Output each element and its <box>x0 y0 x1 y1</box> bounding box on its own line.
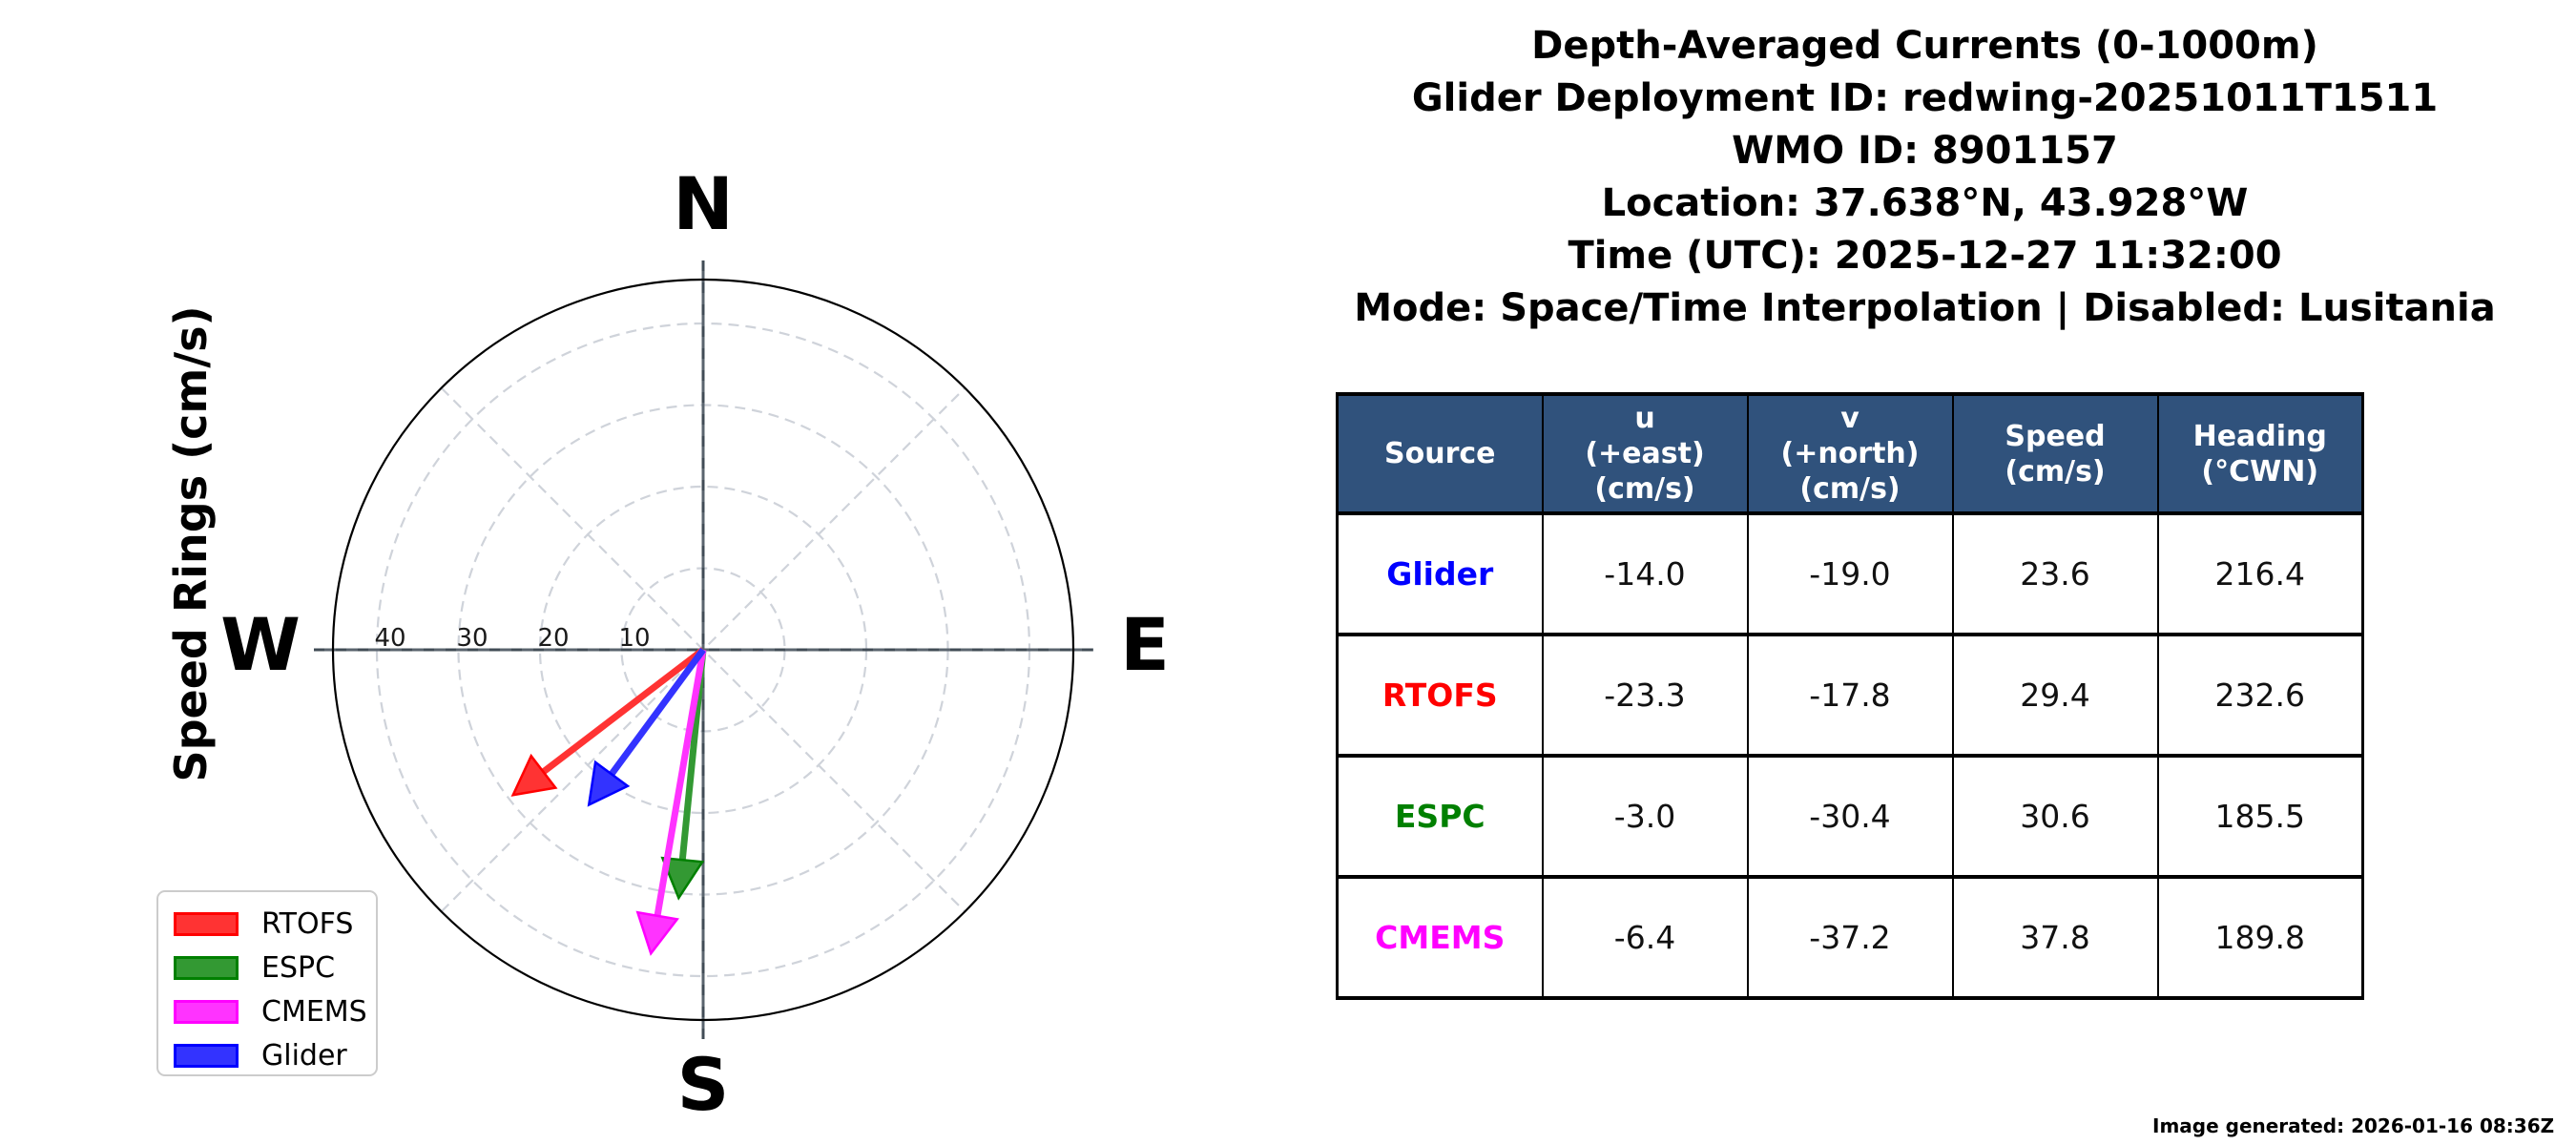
cardinal-label-east: E <box>1120 602 1170 687</box>
outer-boundary-circle <box>331 278 1075 1022</box>
currents-data-table: Source u (+east) (cm/s) v (+north) (cm/s… <box>1336 392 2364 1000</box>
wmo-id-line: WMO ID: 8901157 <box>1732 129 2118 173</box>
time-line: Time (UTC): 2025-12-27 11:32:00 <box>1568 234 2282 278</box>
table-row-glider: Glider -14.0 -19.0 23.6 216.4 <box>1336 511 2364 636</box>
cell-source: RTOFS <box>1336 633 1544 758</box>
table-row-rtofs: RTOFS -23.3 -17.8 29.4 232.6 <box>1336 633 2364 758</box>
vector-shaft-cmems <box>653 649 707 925</box>
vector-head-espc <box>660 856 705 901</box>
cell-u: -3.0 <box>1541 754 1749 879</box>
plot-title: Depth-Averaged Currents (0-1000m) <box>1531 24 2318 68</box>
mode-line: Mode: Space/Time Interpolation | Disable… <box>1354 286 2496 330</box>
cell-source: CMEMS <box>1336 875 1544 1000</box>
glider-color-swatch <box>174 1043 239 1068</box>
legend-item-rtofs: RTOFS <box>174 902 376 946</box>
legend: RTOFS ESPC CMEMS Glider <box>156 890 378 1076</box>
cell-speed: 23.6 <box>1951 511 2159 636</box>
cell-u: -14.0 <box>1541 511 1749 636</box>
vector-head-cmems <box>635 910 679 956</box>
cell-heading: 185.5 <box>2156 754 2364 879</box>
header-v: v (+north) (cm/s) <box>1746 392 1954 515</box>
vector-head-rtofs <box>510 753 558 797</box>
cell-u: -6.4 <box>1541 875 1749 1000</box>
legend-item-espc: ESPC <box>174 946 376 989</box>
cell-heading: 232.6 <box>2156 633 2364 758</box>
cell-speed: 29.4 <box>1951 633 2159 758</box>
polar-plot: 40 30 20 10 N E S W Speed Rings (cm/s) <box>165 161 1170 1127</box>
location-line: Location: 37.638°N, 43.928°W <box>1601 181 2249 225</box>
cell-speed: 37.8 <box>1951 875 2159 1000</box>
cmems-color-swatch <box>174 999 239 1024</box>
legend-item-glider: Glider <box>174 1033 376 1077</box>
ring-tick-label-10: 10 <box>618 624 650 653</box>
cell-source: ESPC <box>1336 754 1544 879</box>
cardinal-label-north: N <box>673 161 734 246</box>
header-u: u (+east) (cm/s) <box>1541 392 1749 515</box>
header-heading: Heading (°CWN) <box>2156 392 2364 515</box>
cell-v: -19.0 <box>1746 511 1954 636</box>
legend-item-label: ESPC <box>261 950 336 985</box>
vector-shaft-glider <box>604 647 706 782</box>
vector-head-glider <box>587 760 631 807</box>
table-row-espc: ESPC -3.0 -30.4 30.6 185.5 <box>1336 754 2364 879</box>
table-row-cmems: CMEMS -6.4 -37.2 37.8 189.8 <box>1336 875 2364 1000</box>
ring-tick-label-40: 40 <box>374 624 405 653</box>
cell-source: Glider <box>1336 511 1544 636</box>
cardinal-label-south: S <box>677 1042 730 1127</box>
cell-u: -23.3 <box>1541 633 1749 758</box>
cell-v: -17.8 <box>1746 633 1954 758</box>
cell-v: -37.2 <box>1746 875 1954 1000</box>
legend-item-cmems: CMEMS <box>174 989 376 1033</box>
header-speed: Speed (cm/s) <box>1951 392 2159 515</box>
rtofs-color-swatch <box>174 911 239 936</box>
cell-speed: 30.6 <box>1951 754 2159 879</box>
table-header-row: Source u (+east) (cm/s) v (+north) (cm/s… <box>1336 392 2364 515</box>
legend-item-label: RTOFS <box>261 906 354 941</box>
legend-item-label: CMEMS <box>261 994 367 1029</box>
cell-heading: 216.4 <box>2156 511 2364 636</box>
current-vectors <box>510 647 707 956</box>
generation-timestamp: Image generated: 2026-01-16 08:36Z <box>2152 1114 2555 1137</box>
cell-heading: 189.8 <box>2156 875 2364 1000</box>
title-block: Depth-Averaged Currents (0-1000m) Glider… <box>1288 20 2562 335</box>
vector-shaft-rtofs <box>535 647 706 780</box>
cell-v: -30.4 <box>1746 754 1954 879</box>
legend-item-label: Glider <box>261 1038 347 1072</box>
deployment-id-line: Glider Deployment ID: redwing-20251011T1… <box>1411 76 2439 120</box>
ring-tick-label-20: 20 <box>537 624 569 653</box>
header-source: Source <box>1336 392 1544 515</box>
espc-color-swatch <box>174 955 239 980</box>
radial-axis-label: Speed Rings (cm/s) <box>165 305 217 781</box>
cardinal-label-west: W <box>220 602 301 687</box>
ring-tick-label-30: 30 <box>456 624 488 653</box>
